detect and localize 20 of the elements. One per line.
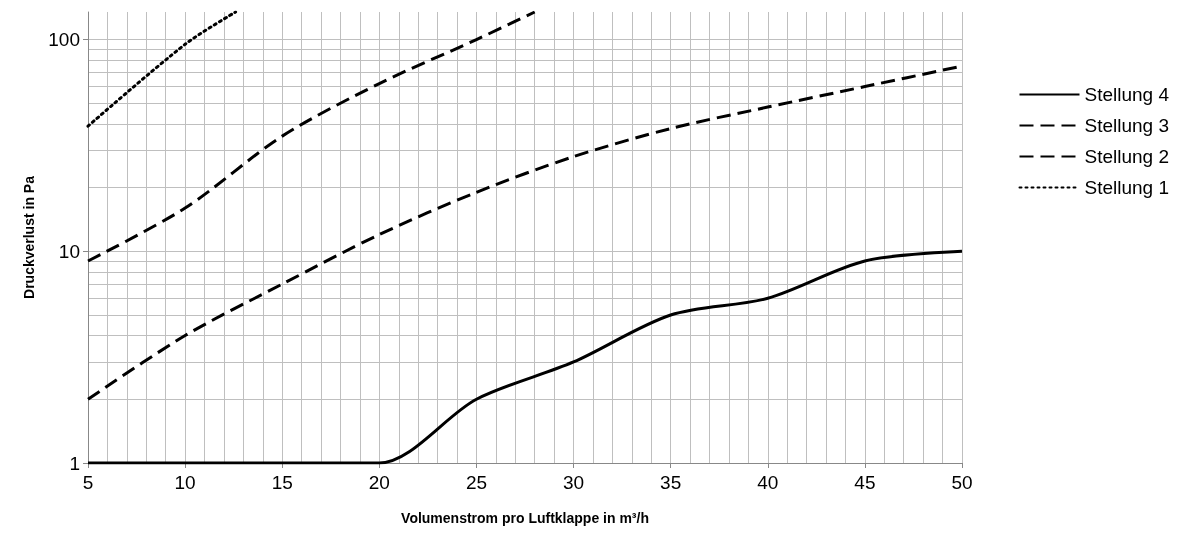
y-tick-label: 100 <box>48 29 80 51</box>
y-tick-label: 1 <box>69 452 80 474</box>
legend-label: Stellung 3 <box>1084 115 1170 136</box>
x-tick-label: 10 <box>174 472 196 493</box>
legend-label: Stellung 1 <box>1084 177 1170 198</box>
legend-label: Stellung 4 <box>1084 84 1170 105</box>
line-series <box>86 10 537 263</box>
y-tick-label: 10 <box>58 240 80 262</box>
legend-label: Stellung 2 <box>1084 146 1170 167</box>
x-tick-label: 15 <box>271 472 293 493</box>
x-tick-label: 20 <box>368 472 390 493</box>
x-tick-label: 25 <box>465 472 488 493</box>
y-axis-title: Druckverlust in Pa <box>21 175 37 299</box>
x-axis-title: Volumenstrom pro Luftklappe in m³/h <box>401 510 649 526</box>
x-tick-label: 5 <box>82 472 94 493</box>
x-tick-label: 40 <box>757 472 779 493</box>
x-tick-label: 30 <box>562 472 585 493</box>
x-tick-label: 35 <box>660 472 682 493</box>
x-tick-label: 45 <box>854 472 876 493</box>
x-tick-label: 50 <box>951 472 973 493</box>
